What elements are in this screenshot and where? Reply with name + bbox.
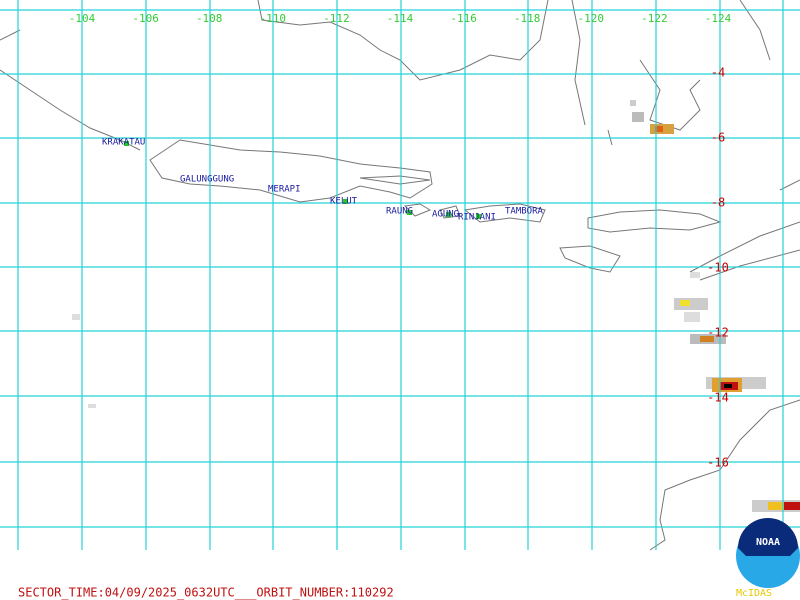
- timor: [689, 221, 800, 281]
- lombok: [439, 205, 461, 219]
- lon-label: -118: [514, 12, 541, 25]
- pixel: [630, 100, 636, 106]
- lon-label: -116: [450, 12, 477, 25]
- lat-label: -14: [707, 391, 729, 405]
- pixel: [784, 502, 800, 510]
- sumatra: [0, 29, 141, 151]
- volcano-label: AGUNG: [432, 210, 459, 220]
- volcano-label: RINJANI: [458, 213, 496, 223]
- volcano-dot: [343, 199, 348, 204]
- kalimantan: [257, 0, 549, 81]
- footer: SECTOR_TIME:04/09/2025_0632UTC___ORBIT_N…: [18, 586, 394, 600]
- volcano-dot: [446, 212, 451, 217]
- grid: [0, 0, 800, 550]
- madura: [359, 175, 431, 185]
- satellite-pixels: [72, 100, 800, 512]
- sumbawa: [463, 203, 546, 223]
- lon-label: -110: [260, 12, 287, 25]
- volcano-label: MERAPI: [268, 185, 301, 195]
- noaa-logo: NOAA McIDAS: [736, 518, 800, 599]
- lat-label: -12: [707, 326, 729, 340]
- lon-label: -124: [705, 12, 732, 25]
- lon-label: -120: [578, 12, 605, 25]
- pixel: [690, 272, 700, 278]
- pixel: [632, 112, 644, 122]
- pixel: [700, 336, 714, 342]
- lon-label: -104: [69, 12, 96, 25]
- lat-label: -8: [711, 196, 725, 210]
- logo-caption: McIDAS: [736, 588, 772, 599]
- volcano-label: TAMBORA: [505, 207, 544, 217]
- volcano-dot: [476, 214, 481, 219]
- sumba: [559, 245, 621, 273]
- volcano-label: GALUNGGUNG: [180, 175, 234, 185]
- lon-label: -108: [196, 12, 223, 25]
- pixel: [655, 126, 663, 132]
- logo-text: NOAA: [756, 537, 780, 548]
- flores: [587, 209, 722, 233]
- lon-label: -106: [132, 12, 159, 25]
- pixel: [674, 298, 708, 310]
- lat-label: -10: [707, 261, 729, 275]
- volcano-dot: [407, 210, 412, 215]
- pixel: [72, 314, 80, 320]
- lon-label: -112: [323, 12, 350, 25]
- volcano-label: KELUT: [330, 197, 358, 207]
- lat-label: -16: [707, 456, 729, 470]
- logo-top: [738, 518, 798, 556]
- pixel: [88, 404, 96, 408]
- volcano-label: KRAKATAU: [102, 138, 145, 148]
- lon-label: -114: [387, 12, 414, 25]
- pixel: [684, 312, 700, 322]
- lon-label: -122: [641, 12, 668, 25]
- lat-label: -4: [711, 66, 725, 80]
- lat-label: -6: [711, 131, 725, 145]
- pixel: [724, 384, 732, 388]
- australia: [649, 399, 800, 551]
- labels: -104 -106 -108 -110 -112 -114 -116 -118 -120 -122…: [69, 12, 732, 470]
- pixel: [680, 300, 690, 306]
- volcano-label: RAUNG: [386, 207, 413, 217]
- java: [149, 139, 433, 203]
- volcano-dot: [124, 141, 129, 146]
